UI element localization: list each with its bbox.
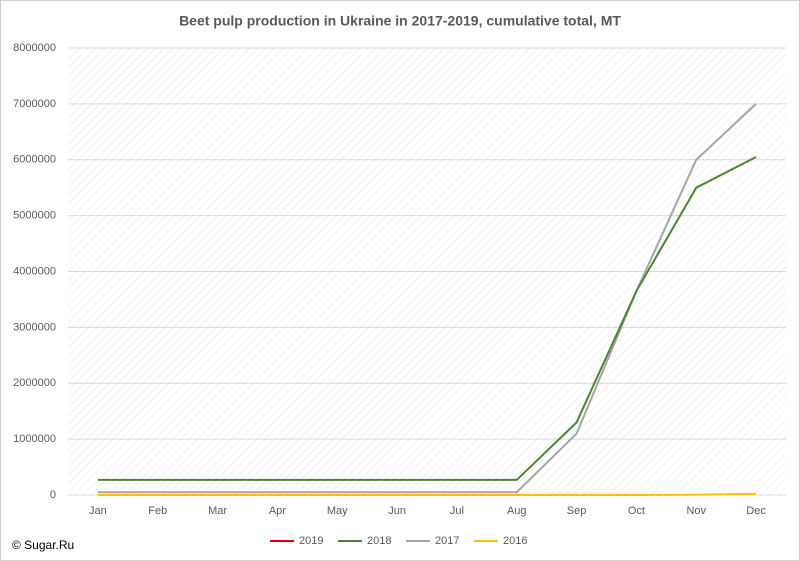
- x-tick-label: Oct: [628, 505, 645, 517]
- series-line: [97, 156, 757, 481]
- y-tick-label: 0: [50, 489, 56, 501]
- y-tick-label: 5000000: [13, 210, 56, 222]
- y-tick-label: 6000000: [13, 154, 56, 166]
- y-tick-label: 7000000: [13, 98, 56, 110]
- series-line: [97, 492, 757, 496]
- x-tick-label: Jun: [388, 505, 406, 517]
- x-tick-label: Jul: [450, 505, 464, 517]
- y-tick-label: 8000000: [13, 42, 56, 54]
- x-tick-label: May: [327, 505, 348, 517]
- y-tick-label: 1000000: [13, 433, 56, 445]
- x-tick-label: Sep: [567, 505, 587, 517]
- legend-label: 2017: [435, 535, 459, 547]
- x-tick-label: Nov: [686, 505, 706, 517]
- y-tick-label: 4000000: [13, 265, 56, 277]
- legend-label: 2018: [367, 535, 391, 547]
- series-line: [97, 103, 757, 494]
- x-tick-label: Apr: [269, 505, 286, 517]
- legend-label: 2019: [299, 535, 323, 547]
- y-tick-label: 2000000: [13, 377, 56, 389]
- chart-title: Beet pulp production in Ukraine in 2017-…: [179, 13, 621, 29]
- legend-label: 2016: [503, 535, 527, 547]
- x-tick-label: Mar: [208, 505, 227, 517]
- source: © Sugar.Ru: [12, 538, 74, 552]
- x-tick-label: Jan: [89, 505, 107, 517]
- x-tick-label: Dec: [746, 505, 766, 517]
- x-tick-label: Aug: [507, 505, 527, 517]
- y-tick-label: 3000000: [13, 321, 56, 333]
- x-tick-label: Feb: [148, 505, 167, 517]
